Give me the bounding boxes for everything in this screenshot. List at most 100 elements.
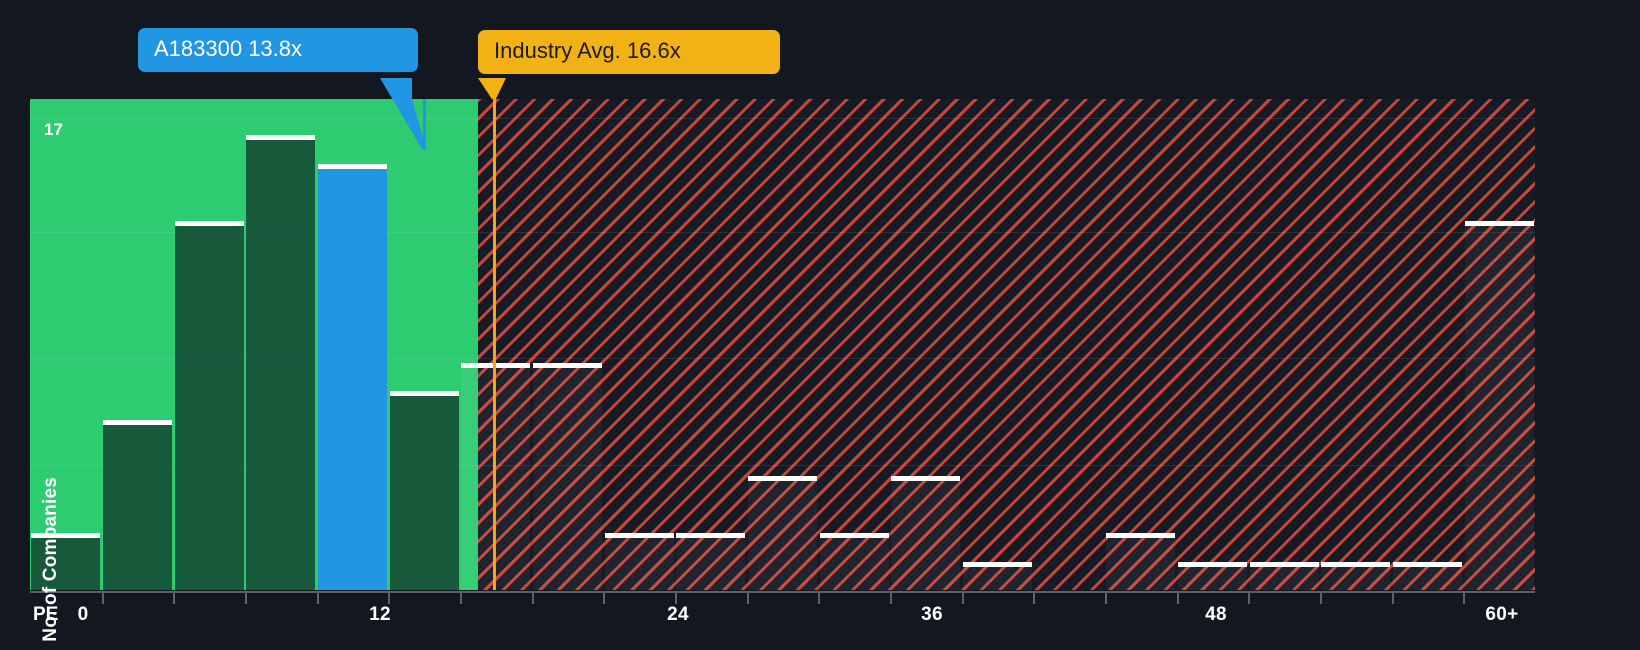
histogram-bar[interactable] [1177,561,1248,590]
bar-body [1321,566,1391,590]
plot-area [30,99,1535,590]
histogram-bar[interactable] [891,476,961,590]
x-axis-title: PE [33,604,59,625]
x-axis-tick [388,593,391,604]
y-axis-title: No. of Companies [40,477,61,642]
bar-cap [1321,561,1391,567]
x-axis-tick [460,593,462,604]
histogram-bar[interactable] [317,163,388,590]
bar-body [891,481,961,590]
gridline [30,465,1535,466]
bar-cap [891,476,961,482]
histogram-bar[interactable] [676,533,746,590]
gridline [30,232,1535,233]
bar-cap [102,419,173,425]
bar-body [317,168,388,590]
x-axis-tick [531,593,534,604]
bar-cap [819,533,889,539]
histogram-bar[interactable] [102,419,173,590]
histogram-bar[interactable] [246,135,316,590]
bar-cap [1106,533,1176,539]
bar-body [246,140,316,590]
bar-cap [1392,561,1463,567]
bar-body [174,225,244,590]
x-axis-tick [675,593,677,604]
bar-cap [1177,561,1248,567]
x-axis-tick [1463,593,1466,604]
bar-cap [747,476,818,482]
bar-body [604,538,674,590]
bar-body [1249,566,1319,590]
histogram-bar[interactable] [819,533,889,590]
x-axis-tick-label: 24 [667,604,689,625]
x-axis-tick [101,593,104,604]
bar-cap [676,533,746,539]
x-axis-tick [1105,593,1107,604]
bar-cap [31,533,101,539]
x-axis-tick [818,593,821,604]
x-axis-line [30,591,1535,593]
company-callout-label: A183300 13.8x [154,36,303,61]
bar-cap [389,391,459,397]
bar-body [1392,566,1463,590]
industry-marker-line [492,99,496,590]
histogram-bar[interactable] [604,533,674,590]
x-axis-tick [1176,593,1179,604]
bar-cap [962,561,1033,567]
bar-body [389,396,459,590]
x-axis-tick [245,593,247,604]
x-axis-tick [746,593,749,604]
x-axis-tick-label: 48 [1205,604,1227,625]
bar-cap [174,220,244,226]
bar-body [747,481,818,590]
bar-cap [1464,220,1534,226]
bar-cap [317,163,388,169]
histogram-bar[interactable] [31,533,101,590]
bar-cap [246,135,316,141]
bar-cap [532,362,603,368]
bar-cap [1249,561,1319,567]
x-axis-tick [603,593,606,604]
bar-cap [604,533,674,539]
x-axis-tick [316,593,319,604]
x-axis-tick-label: 36 [921,604,943,625]
histogram-bar[interactable] [1321,561,1391,590]
bar-body [819,538,889,590]
histogram-bar[interactable] [174,220,244,590]
x-axis-tick [1320,593,1322,604]
x-axis-tick [890,593,892,604]
histogram-bar[interactable] [1464,220,1534,590]
x-axis-tick [1248,593,1251,604]
histogram-bar[interactable] [1249,561,1319,590]
x-axis-tick [961,593,964,604]
x-axis-tick-label: 60+ [1485,604,1519,625]
x-axis-tick-label: 0 [77,604,89,625]
bar-body [962,566,1033,590]
bar-body [102,424,173,590]
bar-body [532,367,603,590]
x-axis-tick [1033,593,1036,604]
zone-overvalued [478,99,1535,590]
histogram-bar[interactable] [389,391,459,590]
industry-callout[interactable]: Industry Avg. 16.6x [478,30,780,74]
histogram-bar[interactable] [962,561,1033,590]
x-axis-tick-label: 12 [369,604,391,625]
histogram-bar[interactable] [1392,561,1463,590]
bar-body [1106,538,1176,590]
bar-body [1464,225,1534,590]
bar-body [31,538,101,590]
x-axis-tick [1391,593,1394,604]
histogram-bar[interactable] [532,362,603,590]
gridline [30,118,1535,119]
x-axis-tick [173,593,176,604]
company-callout[interactable]: A183300 13.8x [138,28,418,72]
y-axis-max-label: 17 [44,120,63,139]
bar-body [676,538,746,590]
bar-body [1177,566,1248,590]
histogram-bar[interactable] [747,476,818,590]
hatch-pattern [478,99,1535,590]
industry-callout-label: Industry Avg. 16.6x [494,38,681,63]
gridline [30,358,1535,359]
histogram-bar[interactable] [1106,533,1176,590]
